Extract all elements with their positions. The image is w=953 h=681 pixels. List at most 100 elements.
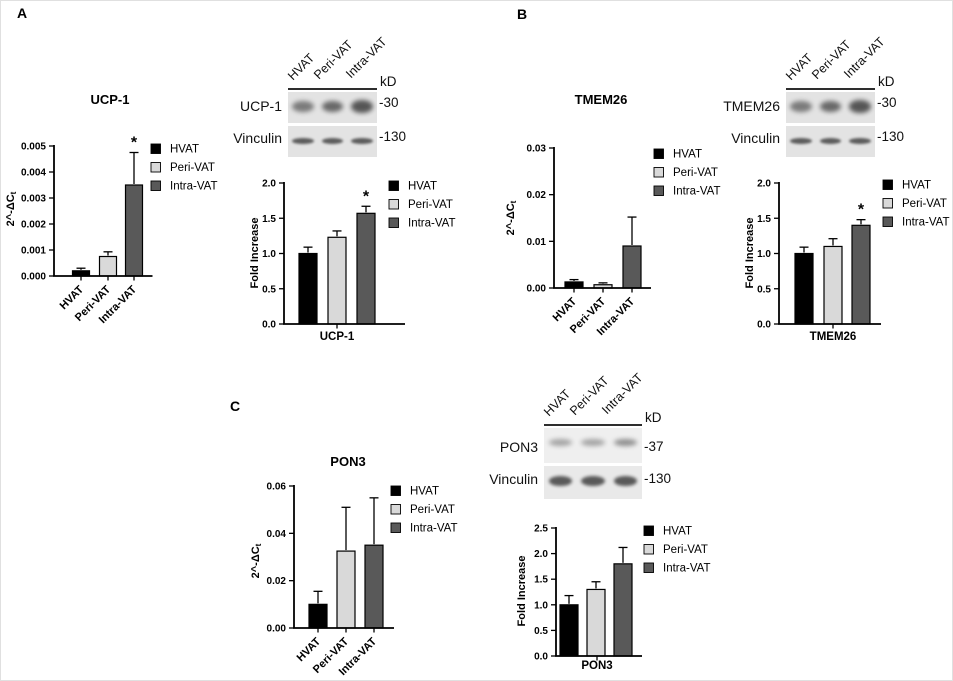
blot-lane-label: HVAT (285, 50, 318, 83)
y-axis-label: 2^-ΔCt (505, 200, 518, 235)
chart-C-fold: 0.0 0.5 1.0 1.5 2.0 2.5 PON3 Fold Increase HVAT P… (516, 524, 711, 673)
legend-label-Peri-VAT: Peri-VAT (902, 198, 947, 210)
chart-title: PON3 (330, 454, 365, 469)
blot-lane-label: HVAT (541, 386, 574, 419)
legend-swatch-Intra-VAT (150, 180, 161, 191)
blot-band (613, 439, 638, 446)
legend-swatch-Intra-VAT (388, 217, 399, 228)
y-axis-label: Fold Increase (516, 556, 528, 627)
y-tick-label: 1.5 (757, 214, 771, 225)
legend-swatch-HVAT (882, 179, 893, 190)
blot-lane-rule (544, 424, 642, 426)
blot-band (292, 101, 314, 112)
blot-lane-label: HVAT (783, 50, 816, 83)
blot-protein-label: TMEM26 (723, 98, 780, 114)
blot-mw-marker: -130 (379, 129, 407, 144)
western-blot-panel-c: HVAT Peri-VAT Intra-VAT kD PON3 -37 Vinc… (489, 366, 719, 506)
legend-swatch-Intra-VAT (653, 185, 664, 196)
bar-Peri-VAT (327, 236, 347, 325)
y-tick-label: 0.004 (21, 168, 46, 179)
chart-title: UCP-1 (90, 92, 129, 107)
y-tick-label: 2.0 (262, 179, 276, 190)
blot-image-vinculin (288, 126, 377, 157)
legend-swatch-Intra-VAT (390, 522, 401, 533)
legend-swatch-HVAT (388, 180, 399, 191)
legend-label-HVAT: HVAT (410, 486, 439, 498)
y-tick-label: 0.04 (267, 529, 287, 540)
blot-band (548, 476, 573, 486)
legend-swatch-HVAT (643, 525, 654, 536)
bar-HVAT (559, 604, 579, 657)
y-axis-label: 2^-ΔCt (250, 543, 263, 578)
y-tick-label: 0.002 (21, 220, 46, 231)
y-tick-label: 0.0 (262, 320, 276, 331)
legend-label-Peri-VAT: Peri-VAT (663, 544, 708, 556)
legend-swatch-Peri-VAT (388, 199, 399, 210)
blot-protein-label: Vinculin (233, 130, 282, 146)
blot-protein-label: PON3 (499, 439, 538, 455)
blot-band (819, 138, 842, 144)
blot-mw-marker: -37 (644, 439, 664, 454)
blot-image-vinculin (786, 126, 875, 157)
y-tick-label: 0.5 (262, 284, 276, 295)
blot-band (849, 100, 871, 113)
chart-C-qpcr: 0.00 0.02 0.04 0.06 HVAT Peri-VAT Intra-VAT PON… (250, 454, 458, 678)
blot-mw-marker: -30 (877, 95, 897, 110)
y-tick-label: 1.5 (262, 214, 276, 225)
legend-swatch-HVAT (150, 143, 161, 154)
y-tick-label: 1.0 (262, 249, 276, 260)
blot-band (351, 138, 373, 144)
blot-protein-label: UCP-1 (239, 98, 282, 114)
y-axis-label: Fold Increase (249, 218, 261, 289)
chart-A-qpcr: * 0.000 0.001 0.002 0.003 0.004 0.005 HVAT Peri-… (5, 92, 218, 326)
bar-HVAT (564, 281, 584, 289)
bar-HVAT (308, 603, 328, 629)
x-axis-label: UCP-1 (320, 331, 355, 343)
y-tick-label: 0.02 (267, 576, 287, 587)
y-tick-label: 2.5 (534, 524, 548, 535)
blot-band (351, 100, 373, 113)
legend-swatch-Intra-VAT (882, 216, 893, 227)
y-tick-label: 0.06 (267, 482, 287, 493)
blot-image-tmem26 (786, 92, 875, 123)
y-tick-label: 0.0 (534, 652, 548, 663)
significance-asterisk: * (131, 135, 138, 152)
blot-band (613, 476, 638, 486)
blot-protein-label: Vinculin (489, 471, 538, 487)
y-tick-label: 0.5 (757, 284, 771, 295)
chart-title: TMEM26 (575, 92, 628, 107)
y-tick-label: 0.001 (21, 246, 46, 257)
blot-band (292, 138, 314, 144)
blot-band (790, 101, 812, 112)
blot-band (581, 476, 605, 486)
legend-label-Peri-VAT: Peri-VAT (170, 162, 215, 174)
y-tick-label: 0.01 (527, 237, 547, 248)
legend-label-Intra-VAT: Intra-VAT (170, 181, 218, 193)
legend-swatch-Peri-VAT (390, 504, 401, 515)
blot-mw-marker: -130 (877, 129, 905, 144)
y-tick-label: 0.03 (527, 144, 547, 155)
y-tick-label: 2.0 (534, 549, 548, 560)
bar-Intra-VAT (124, 184, 144, 277)
bar-Intra-VAT (622, 245, 642, 289)
legend-label-Intra-VAT: Intra-VAT (410, 523, 458, 535)
blot-kd-label: kD (645, 410, 662, 425)
blot-lane-rule (786, 88, 875, 90)
y-tick-label: 0.02 (527, 190, 547, 201)
blot-kd-label: kD (380, 74, 397, 89)
y-tick-label: 0.003 (21, 194, 46, 205)
blot-band (321, 101, 344, 112)
panel-label-b: B (517, 6, 528, 22)
legend-swatch-HVAT (390, 485, 401, 496)
bar-Intra-VAT (851, 224, 871, 325)
blot-image-ucp1 (288, 92, 377, 123)
y-axis-label: Fold Increase (744, 218, 756, 289)
legend-swatch-Intra-VAT (643, 562, 654, 573)
legend-label-Peri-VAT: Peri-VAT (410, 504, 455, 516)
legend-label-HVAT: HVAT (663, 526, 692, 538)
y-tick-label: 1.5 (534, 575, 548, 586)
panel-label-c: C (230, 398, 241, 414)
western-blot-panel-a: HVAT Peri-VAT Intra-VAT kD UCP-1 -30 Vin… (233, 30, 463, 170)
bar-Intra-VAT (356, 212, 376, 325)
